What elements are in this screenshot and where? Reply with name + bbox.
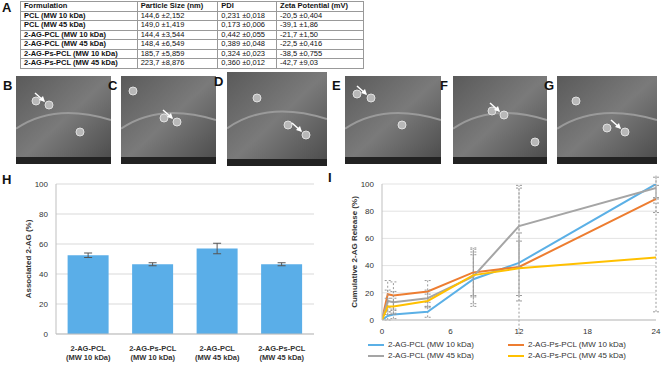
html-text:PCL (MW 10 kDa): PCL (MW 10 kDa)	[24, 10, 86, 20]
svg-text:40: 40	[365, 261, 374, 270]
svg-text:Cumulative 2-AG Release (%): Cumulative 2-AG Release (%)	[350, 196, 359, 308]
svg-text:0: 0	[44, 330, 49, 339]
html-text:2-AG-PCL (MW 45 kDa): 2-AG-PCL (MW 45 kDa)	[388, 351, 474, 360]
html-text:144,6 ±2,152: 144,6 ±2,152	[140, 10, 185, 20]
html-text:-20,5 ±0,404: -20,5 ±0,404	[280, 10, 323, 20]
svg-text:12: 12	[515, 327, 524, 336]
html-text:0,324 ±0,023: 0,324 ±0,023	[221, 48, 265, 58]
html-text:-39,1 ±1,86: -39,1 ±1,86	[280, 20, 318, 29]
svg-text:60: 60	[365, 234, 374, 243]
svg-text:2-AG-PCL(MW 45 kDa): 2-AG-PCL(MW 45 kDa)	[195, 344, 240, 362]
html-text:0,389 ±0,048: 0,389 ±0,048	[221, 39, 265, 48]
html-text:PCL (MW 45 kDa): PCL (MW 45 kDa)	[24, 20, 86, 29]
html-text:Particle Size (nm): Particle Size (nm)	[140, 1, 204, 10]
svg-text:0: 0	[380, 327, 385, 336]
html-text:G: G	[544, 78, 555, 93]
html-text:0,173 ±0,006: 0,173 ±0,006	[221, 20, 265, 29]
html-text:2-AG-PCL (MW 10 kDa): 2-AG-PCL (MW 10 kDa)	[388, 340, 474, 349]
html-text:2-AG-Ps-PCL (MW 45 kDa): 2-AG-Ps-PCL (MW 45 kDa)	[528, 351, 626, 360]
html-text:2-AG-Ps-PCL (MW 45 kDa): 2-AG-Ps-PCL (MW 45 kDa)	[24, 58, 118, 67]
html-text:D: D	[214, 74, 224, 89]
svg-text:100: 100	[35, 180, 49, 189]
html-text:PDI: PDI	[221, 1, 234, 10]
svg-text:Associated 2-AG (%): Associated 2-AG (%)	[24, 219, 33, 298]
html-text:2-AG-Ps-PCL (MW 10 kDa): 2-AG-Ps-PCL (MW 10 kDa)	[528, 340, 626, 349]
svg-text:2-AG-Ps-PCL(MW 45 kDa): 2-AG-Ps-PCL(MW 45 kDa)	[258, 344, 306, 362]
svg-text:20: 20	[365, 289, 374, 298]
html-text:2-AG-Ps-PCL (MW 10 kDa): 2-AG-Ps-PCL (MW 10 kDa)	[24, 48, 118, 58]
svg-text:40: 40	[39, 270, 48, 279]
svg-text:80: 80	[39, 210, 48, 219]
svg-text:0: 0	[370, 316, 375, 325]
svg-text:20: 20	[39, 300, 48, 309]
svg-text:60: 60	[39, 240, 48, 249]
html-text:0,442 ±0,055: 0,442 ±0,055	[221, 29, 265, 39]
html-text:I: I	[328, 170, 332, 185]
html-text:-38,5 ±0,755: -38,5 ±0,755	[280, 48, 323, 58]
svg-text:6: 6	[448, 327, 453, 336]
html-text:0,360 ±0,012: 0,360 ±0,012	[221, 58, 265, 67]
html-text:F: F	[440, 78, 448, 93]
html-text:C: C	[108, 78, 118, 93]
html-text:-22,5 ±0,416: -22,5 ±0,416	[280, 39, 323, 48]
html-text:Formulation: Formulation	[24, 1, 68, 10]
svg-text:18: 18	[583, 327, 592, 336]
html-text:A: A	[2, 0, 12, 15]
html-text:-42,7 ±9,03: -42,7 ±9,03	[280, 58, 318, 67]
svg-text:2-AG-PCL(MW 10 kDa): 2-AG-PCL(MW 10 kDa)	[66, 344, 111, 362]
svg-text:100: 100	[361, 180, 375, 189]
html-text:H: H	[2, 172, 12, 187]
svg-text:2-AG-Ps-PCL(MW 10 kDa): 2-AG-Ps-PCL(MW 10 kDa)	[129, 344, 177, 362]
html-text:2-AG-PCL (MW 45 kDa): 2-AG-PCL (MW 45 kDa)	[24, 39, 106, 48]
svg-text:80: 80	[365, 207, 374, 216]
html-text:148,4 ±6,549: 148,4 ±6,549	[140, 39, 185, 48]
html-text:0,231 ±0,018: 0,231 ±0,018	[221, 10, 265, 20]
html-text:149,0 ±1,419: 149,0 ±1,419	[140, 20, 185, 29]
html-text:Zeta Potential (mV): Zeta Potential (mV)	[280, 1, 348, 10]
html-text:B: B	[3, 78, 13, 93]
html-text:223,7 ±8,876: 223,7 ±8,876	[140, 58, 185, 67]
html-text:144,4 ±3,544: 144,4 ±3,544	[140, 29, 185, 39]
html-text:185,7 ±5,859: 185,7 ±5,859	[140, 48, 185, 58]
svg-text:24: 24	[652, 327, 661, 336]
html-text:-21,7 ±1,50: -21,7 ±1,50	[280, 29, 318, 39]
html-text:2-AG-PCL (MW 10 kDa): 2-AG-PCL (MW 10 kDa)	[24, 29, 106, 39]
html-text:E: E	[332, 78, 341, 93]
